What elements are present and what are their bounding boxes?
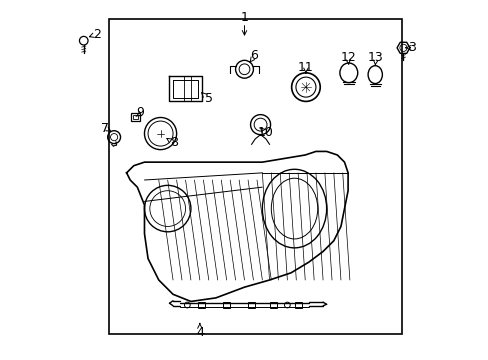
Text: 9: 9 bbox=[136, 106, 144, 120]
Bar bbox=[133, 115, 138, 119]
Bar bbox=[131, 113, 140, 121]
Text: 3: 3 bbox=[407, 41, 415, 54]
Bar bbox=[108, 19, 401, 334]
Bar bbox=[247, 302, 255, 308]
Text: 1: 1 bbox=[240, 11, 248, 24]
Text: 13: 13 bbox=[367, 51, 383, 64]
Bar bbox=[223, 302, 230, 308]
Text: 6: 6 bbox=[250, 49, 258, 62]
Text: 11: 11 bbox=[298, 61, 313, 74]
Text: 4: 4 bbox=[196, 327, 203, 339]
Bar bbox=[294, 302, 301, 308]
Text: 10: 10 bbox=[258, 126, 273, 139]
Text: 7: 7 bbox=[101, 122, 109, 135]
Text: 12: 12 bbox=[340, 51, 355, 64]
Bar bbox=[198, 302, 205, 308]
Text: 8: 8 bbox=[169, 136, 178, 149]
Text: 2: 2 bbox=[93, 28, 101, 41]
Bar bbox=[269, 302, 276, 308]
Text: 5: 5 bbox=[204, 92, 212, 105]
